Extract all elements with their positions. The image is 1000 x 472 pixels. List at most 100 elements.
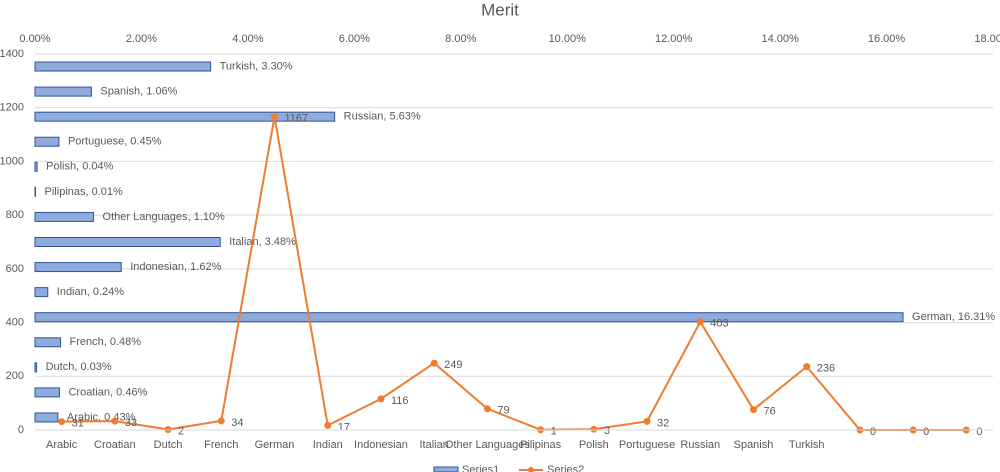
point-label: 79 — [497, 405, 509, 417]
point-label: 1167 — [285, 112, 309, 124]
bar — [34, 337, 62, 348]
bar-label: Spanish, 1.06% — [100, 86, 177, 98]
x2-tick-label: 16.00% — [868, 33, 906, 45]
legend-label: Series1 — [462, 464, 499, 472]
bar-label: Other Languages, 1.10% — [103, 211, 226, 223]
bar-label: Italian, 3.48% — [229, 236, 296, 248]
y-tick-label: 1200 — [0, 102, 24, 114]
point-label: 0 — [976, 426, 982, 438]
legend-swatch — [433, 466, 459, 472]
bar-label: Polish, 0.04% — [46, 161, 113, 173]
point — [58, 418, 66, 426]
x-tick-label: Other Languages — [445, 439, 531, 451]
point-label: 33 — [125, 417, 137, 429]
point — [111, 417, 119, 425]
bar — [34, 111, 336, 122]
x2-tick-label: 10.00% — [549, 33, 587, 45]
bar — [34, 186, 37, 197]
x-tick-label: German — [255, 439, 295, 451]
x2-tick-label: 2.00% — [126, 33, 157, 45]
point-label: 116 — [391, 395, 409, 407]
x-tick-label: Indian — [313, 439, 343, 451]
bar — [34, 61, 212, 72]
bar-label: German, 16.31% — [912, 311, 995, 323]
point-label: 3 — [604, 425, 610, 437]
x-tick-label: Russian — [680, 439, 720, 451]
bar-label: Portuguese, 0.45% — [68, 136, 162, 148]
chart-title: Merit — [481, 0, 519, 19]
point — [430, 359, 438, 367]
x2-tick-label: 0.00% — [19, 33, 50, 45]
point-label: 236 — [817, 363, 835, 375]
y-tick-label: 600 — [6, 263, 24, 275]
y-tick-label: 1400 — [0, 48, 24, 60]
legend-swatch — [528, 467, 534, 472]
point-label: 76 — [764, 405, 776, 417]
bar — [34, 412, 59, 423]
point — [483, 405, 491, 413]
point-label: 2 — [178, 425, 184, 437]
point — [590, 425, 598, 433]
point-label: 17 — [338, 421, 350, 433]
point-label: 34 — [231, 417, 243, 429]
bar — [34, 387, 60, 398]
bar-label: Arabic, 0.43% — [67, 411, 136, 423]
y-tick-label: 800 — [6, 209, 24, 221]
point — [643, 417, 651, 425]
point-label: 0 — [923, 426, 929, 438]
bar-label: Croatian, 0.46% — [68, 386, 147, 398]
x-tick-label: French — [204, 439, 238, 451]
x2-tick-label: 8.00% — [445, 33, 476, 45]
point — [750, 406, 757, 414]
y-tick-label: 1000 — [0, 155, 24, 167]
point-label: 1 — [551, 426, 557, 438]
x-tick-label: Turkish — [789, 439, 825, 451]
x2-tick-label: 14.00% — [761, 33, 799, 45]
bar-label: Pilipinas, 0.01% — [45, 186, 123, 198]
bar — [34, 262, 122, 273]
point — [377, 395, 385, 403]
bar — [34, 362, 38, 373]
legend-label: Series2 — [547, 464, 584, 472]
y-tick-label: 200 — [6, 370, 24, 382]
bar-label: Turkish, 3.30% — [220, 60, 293, 72]
bar-label: Indonesian, 1.62% — [130, 261, 221, 273]
x-tick-label: Spanish — [734, 439, 774, 451]
point-label: 31 — [72, 418, 84, 430]
y-tick-label: 400 — [6, 316, 24, 328]
bar-label: French, 0.48% — [70, 336, 142, 348]
point — [324, 421, 332, 429]
x-tick-label: Indonesian — [354, 439, 408, 451]
x-tick-label: Portuguese — [619, 439, 675, 451]
y-tick-label: 0 — [18, 424, 24, 436]
x-tick-label: Polish — [579, 439, 609, 451]
point — [696, 318, 704, 326]
point-label: 403 — [710, 318, 728, 330]
x-tick-label: Dutch — [154, 439, 183, 451]
point-label: 0 — [870, 426, 876, 438]
point — [803, 363, 811, 371]
x2-tick-label: 4.00% — [232, 33, 263, 45]
point — [271, 113, 278, 121]
bar — [34, 312, 904, 323]
bar — [34, 161, 38, 172]
line — [61, 116, 967, 431]
point-label: 249 — [444, 359, 462, 371]
point-label: 32 — [657, 417, 669, 429]
bar — [34, 136, 60, 147]
bar — [34, 287, 49, 298]
bar — [34, 211, 95, 222]
bar-label: Russian, 5.63% — [344, 111, 421, 123]
bar-label: Indian, 0.24% — [57, 286, 124, 298]
x-tick-label: Italian — [419, 439, 448, 451]
x-tick-label: Croatian — [94, 439, 136, 451]
x-tick-label: Pilipinas — [520, 439, 561, 451]
point — [164, 425, 172, 433]
x2-tick-label: 18.00% — [974, 33, 1000, 45]
bar — [34, 86, 92, 97]
x2-tick-label: 12.00% — [655, 33, 693, 45]
x-tick-label: Arabic — [46, 439, 78, 451]
bar — [34, 237, 221, 247]
x2-tick-label: 6.00% — [339, 33, 370, 45]
